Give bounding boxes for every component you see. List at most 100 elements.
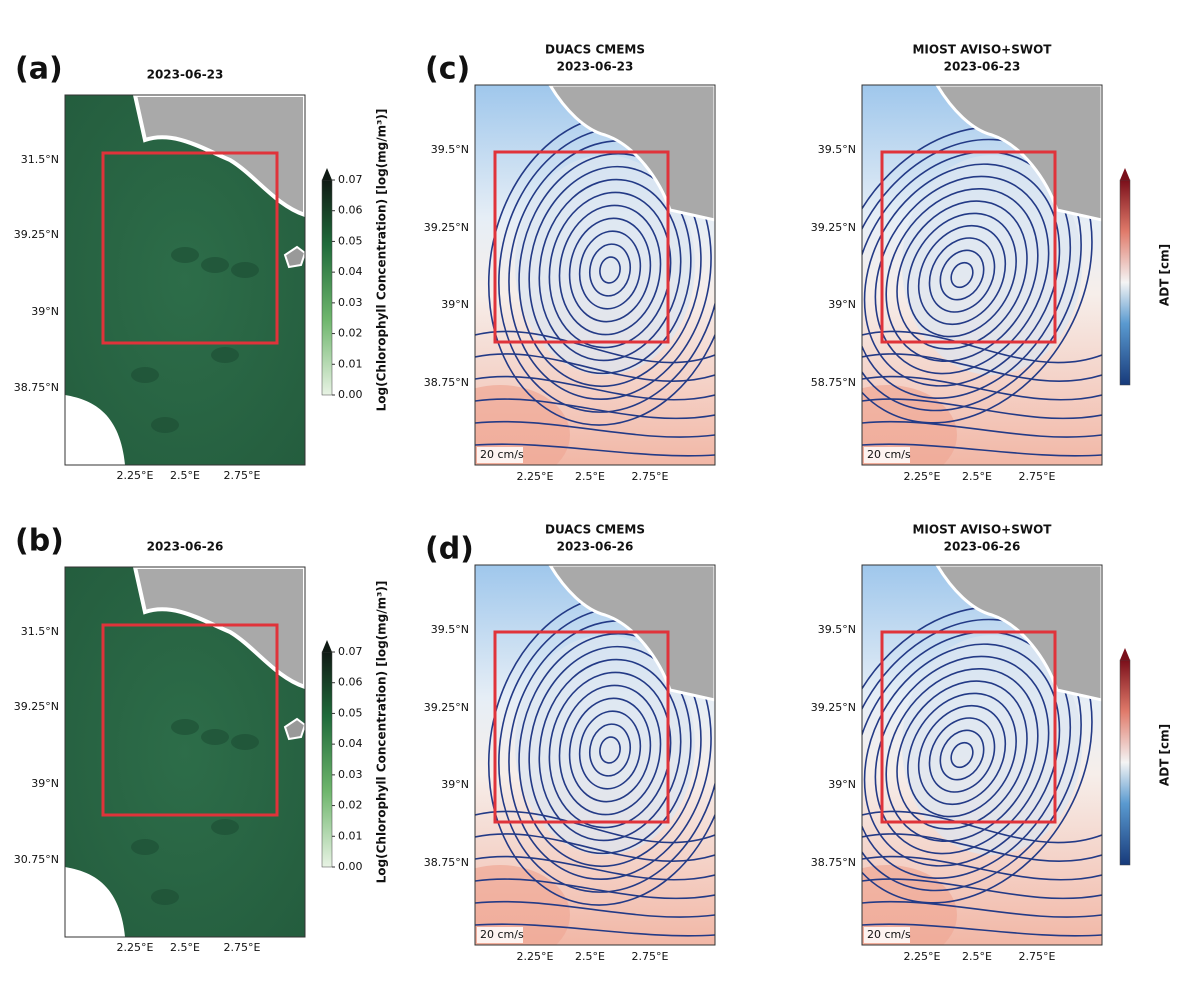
streamline xyxy=(518,152,702,388)
streamline xyxy=(475,833,715,862)
streamline xyxy=(475,398,715,420)
streamline xyxy=(475,353,715,382)
x-tick-label: 2.75°E xyxy=(632,470,669,483)
map-title: 2023-06-26 xyxy=(557,540,634,554)
x-tick-label: 2.75°E xyxy=(224,941,261,954)
x-tick-label: 2.25°E xyxy=(117,941,154,954)
low xyxy=(902,155,1082,375)
streamline xyxy=(558,204,662,336)
map-title: MIOST AVISO+SWOT xyxy=(912,523,1052,537)
scale-box xyxy=(477,927,523,943)
streamline xyxy=(862,420,1102,438)
patch xyxy=(171,719,199,735)
low xyxy=(902,635,1082,855)
patch xyxy=(151,417,179,433)
colorbar-tick-label: 0.00 xyxy=(338,388,363,401)
y-tick-label: 39.25°N xyxy=(14,228,59,241)
island xyxy=(283,245,305,269)
panel-label: (b) xyxy=(15,524,64,559)
streamline xyxy=(568,217,652,323)
y-tick-label: 38.75°N xyxy=(424,856,469,869)
streamline xyxy=(475,923,715,937)
y-tick-label: 58.75°N xyxy=(811,376,856,389)
colorbar-tick-label: 0.06 xyxy=(338,676,363,689)
colorbar-extend xyxy=(1120,168,1130,180)
x-tick-label: 2.25°E xyxy=(517,950,554,963)
focus-box xyxy=(880,150,1057,344)
streamline xyxy=(907,692,1017,818)
streamline xyxy=(862,878,1102,900)
focus-box xyxy=(101,623,279,817)
colorbar-tick-label: 0.05 xyxy=(338,234,363,247)
streamline xyxy=(588,723,632,777)
patch xyxy=(231,734,259,750)
colorbar-extend xyxy=(322,640,332,652)
chl-colorbar xyxy=(321,179,333,396)
streamline xyxy=(862,151,1072,399)
y-tick-label: 38.75°N xyxy=(811,856,856,869)
map-title: DUACS CMEMS xyxy=(545,43,645,57)
y-tick-label: 39.25°N xyxy=(14,700,59,713)
land xyxy=(65,395,125,465)
land xyxy=(132,95,305,218)
colorbar-tick-label: 0.02 xyxy=(338,327,363,340)
colorbar-tick-label: 0.01 xyxy=(338,829,363,842)
focus-box xyxy=(493,150,670,344)
streamline xyxy=(475,443,715,457)
map-frame xyxy=(861,84,1103,466)
colorbar-tick-label: 0.00 xyxy=(338,860,363,873)
island xyxy=(283,717,305,741)
colorbar-label: ADT [cm] xyxy=(1158,244,1172,306)
streamline xyxy=(578,230,642,310)
x-tick-label: 2.75°E xyxy=(224,469,261,482)
x-tick-label: 2.75°E xyxy=(1019,950,1056,963)
patch xyxy=(151,889,179,905)
streamline xyxy=(528,165,692,375)
y-tick-label: 39°N xyxy=(828,778,856,791)
streamline xyxy=(917,704,1007,806)
streamline xyxy=(538,658,682,842)
streamline xyxy=(939,729,985,781)
streamline xyxy=(862,810,1102,844)
y-tick-label: 38.75°N xyxy=(14,381,59,394)
patch xyxy=(201,729,229,745)
y-tick-label: 39°N xyxy=(828,298,856,311)
y-tick-label: 39°N xyxy=(31,305,59,318)
colorbar-label: Log(Chlorophyll Concentration) [log(mg/m… xyxy=(375,581,389,884)
x-tick-label: 2.75°E xyxy=(1019,470,1056,483)
streamline xyxy=(862,375,1102,401)
streamline xyxy=(599,256,621,284)
colorbar-tick-label: 0.04 xyxy=(338,265,363,278)
patch xyxy=(201,257,229,273)
streamline xyxy=(475,810,715,844)
x-tick-label: 2.5°E xyxy=(170,941,200,954)
map-frame xyxy=(64,566,306,938)
map-title: MIOST AVISO+SWOT xyxy=(912,43,1052,57)
land xyxy=(132,567,305,690)
focus-box xyxy=(101,151,279,345)
y-tick-label: 39.25°N xyxy=(424,701,469,714)
adt-colorbar xyxy=(1119,179,1131,386)
x-tick-label: 2.5°E xyxy=(962,470,992,483)
map-frame xyxy=(64,94,306,466)
streamline xyxy=(862,353,1102,382)
map-title: 2023-06-23 xyxy=(944,60,1021,74)
focus-box xyxy=(493,630,670,824)
colorbar-tick-label: 0.03 xyxy=(338,768,363,781)
map-title: 2023-06-23 xyxy=(557,60,634,74)
streamline xyxy=(528,645,692,855)
y-tick-label: 39.25°N xyxy=(424,221,469,234)
scale-box xyxy=(864,927,910,943)
panel-label: (d) xyxy=(425,532,474,567)
streamline xyxy=(950,741,974,769)
streamline xyxy=(907,212,1017,338)
colorbar-tick-label: 0.02 xyxy=(338,799,363,812)
map-content xyxy=(862,565,1102,945)
x-tick-label: 2.25°E xyxy=(904,470,941,483)
colorbar-tick-label: 0.01 xyxy=(338,357,363,370)
colorbar-tick-label: 0.03 xyxy=(338,296,363,309)
streamline xyxy=(475,855,715,881)
streamline xyxy=(475,900,715,918)
scale-label: 20 cm/s xyxy=(480,928,524,941)
